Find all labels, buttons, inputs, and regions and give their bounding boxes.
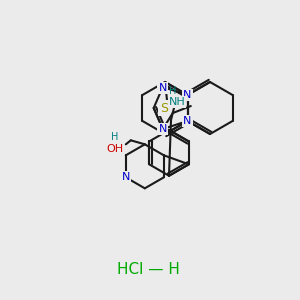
Text: OH: OH xyxy=(106,144,123,154)
Text: S: S xyxy=(160,101,168,115)
Text: N: N xyxy=(183,90,192,100)
Text: HCl — H: HCl — H xyxy=(117,262,179,278)
Text: N: N xyxy=(122,172,130,182)
Text: N: N xyxy=(159,83,167,93)
Text: H: H xyxy=(169,86,176,96)
Text: NH: NH xyxy=(169,97,185,107)
Text: H: H xyxy=(111,132,118,142)
Text: N: N xyxy=(183,116,192,126)
Text: N: N xyxy=(159,124,167,134)
